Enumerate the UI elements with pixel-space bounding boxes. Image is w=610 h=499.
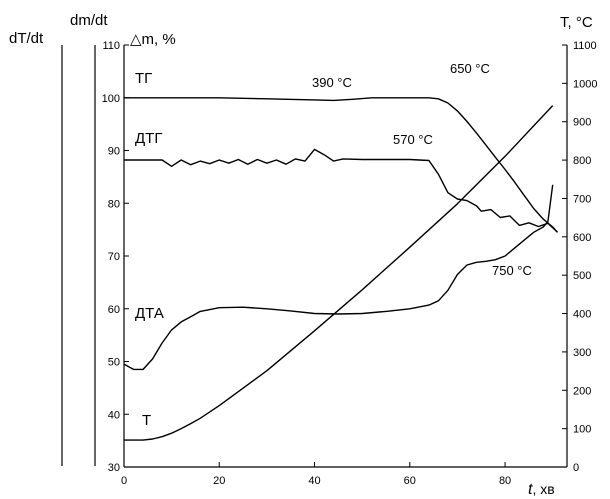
left-tick-label: 70 [108,251,120,263]
right-tick-label: 0 [573,462,579,474]
curve-label-tg: ТГ [135,70,152,87]
left-tick-label: 50 [108,357,120,369]
left-tick-label: 30 [108,462,120,474]
curve-tg [124,97,559,233]
curve-dtg [124,148,558,233]
x-axis-label: t, хв [528,481,555,498]
right-tick-label: 100 [573,424,591,436]
right-tick-label: 1100 [573,40,597,52]
x-axis-ticks: 0 20 40 60 80 [121,462,511,487]
x-axis-variable: t [528,481,533,498]
left-tick-label: 90 [108,146,120,158]
curve-label-dtg: ДТГ [135,130,162,147]
left-tick-label: 110 [102,40,120,52]
right-axis-ticks: 0 100 200 300 400 500 600 700 800 900 1000 1100 [562,40,597,474]
left-tick-label: 60 [108,304,120,316]
left-tick-label: 80 [108,198,120,210]
curves [123,97,559,441]
x-tick-label: 20 [213,475,225,487]
x-tick-label: 40 [308,475,320,487]
annotation-570: 570 °C [393,132,433,147]
x-tick-label: 60 [404,475,416,487]
right-tick-label: 500 [573,270,591,282]
right-tick-label: 1000 [573,78,597,90]
x-tick-label: 80 [499,475,511,487]
curve-temperature [124,105,554,441]
right-tick-label: 400 [573,309,591,321]
x-axis-unit: , хв [532,481,554,497]
right-tick-label: 700 [573,193,591,205]
curve-label-dta: ДТА [135,305,164,322]
right-tick-label: 300 [573,347,591,359]
right-axis-label: T, °C [560,14,593,31]
left-axis-label: △m, % [130,31,176,48]
right-tick-label: 800 [573,155,591,167]
curve-dta [123,184,554,371]
left-axis-ticks: 30 40 50 60 70 80 90 100 110 [102,40,129,474]
left-tick-label: 100 [102,93,120,105]
curve-label-t: Т [142,412,151,429]
left-tick-label: 40 [108,409,120,421]
dm-dt-label: dm/dt [70,12,108,29]
right-tick-label: 200 [573,385,591,397]
right-tick-label: 900 [573,117,591,129]
annotation-750: 750 °C [492,263,532,278]
annotation-390: 390 °C [312,75,352,90]
right-tick-label: 600 [573,232,591,244]
annotation-650: 650 °C [450,61,490,76]
x-tick-label: 0 [121,475,127,487]
dt-dt-label: dT/dt [9,30,44,47]
